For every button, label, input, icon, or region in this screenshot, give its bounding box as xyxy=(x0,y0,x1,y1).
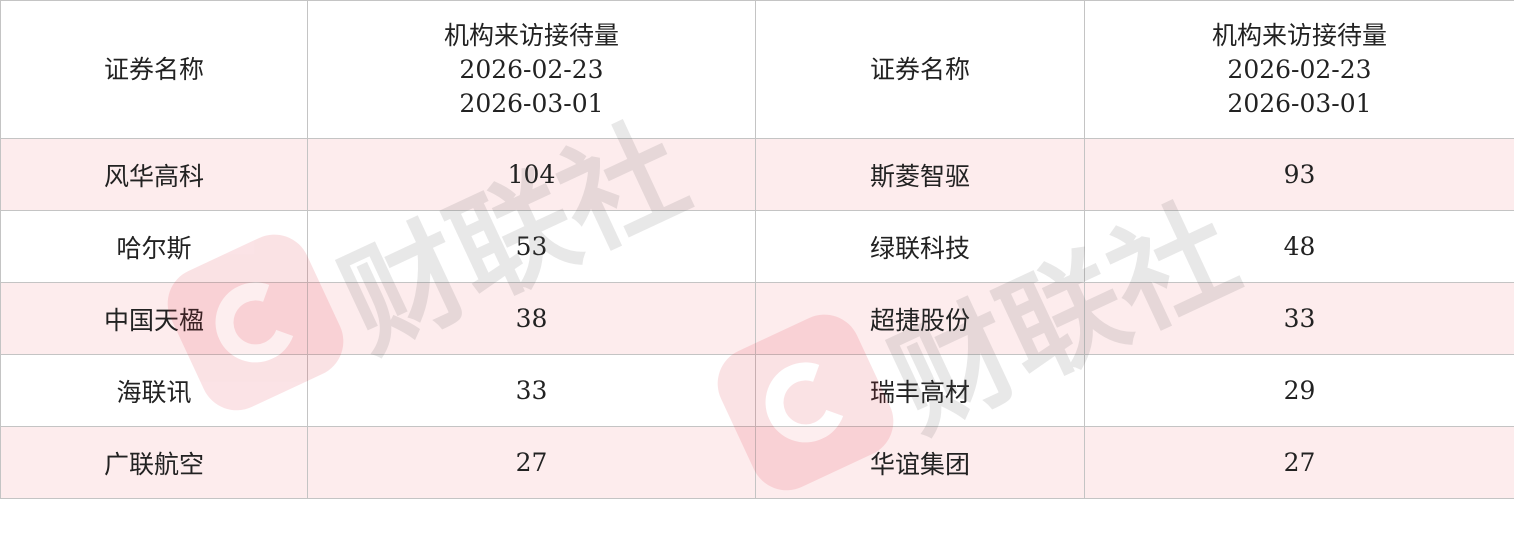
header-date-start: 2026-02-23 xyxy=(1085,53,1514,87)
right-value-cell: 93 xyxy=(1085,139,1514,211)
header-security-name: 证券名称 xyxy=(1,1,308,139)
institution-visits-table: 证券名称 机构来访接待量 2026-02-23 2026-03-01 证券名称 … xyxy=(0,0,1514,499)
header-security-name-2: 证券名称 xyxy=(756,1,1085,139)
header-metric: 机构来访接待量 xyxy=(1085,19,1514,53)
right-name-cell: 超捷股份 xyxy=(756,283,1085,355)
header-metric: 机构来访接待量 xyxy=(308,19,755,53)
left-name-cell: 风华高科 xyxy=(1,139,308,211)
right-name-cell: 斯菱智驱 xyxy=(756,139,1085,211)
header-visits-2: 机构来访接待量 2026-02-23 2026-03-01 xyxy=(1085,1,1514,139)
header-visits: 机构来访接待量 2026-02-23 2026-03-01 xyxy=(308,1,756,139)
header-date-end: 2026-03-01 xyxy=(1085,87,1514,121)
left-name-cell: 中国天楹 xyxy=(1,283,308,355)
right-name-cell: 华谊集团 xyxy=(756,427,1085,499)
left-name-cell: 哈尔斯 xyxy=(1,211,308,283)
right-name-cell: 绿联科技 xyxy=(756,211,1085,283)
right-value-cell: 27 xyxy=(1085,427,1514,499)
left-value-cell: 27 xyxy=(308,427,756,499)
left-name-cell: 广联航空 xyxy=(1,427,308,499)
left-value-cell: 53 xyxy=(308,211,756,283)
right-name-cell: 瑞丰高材 xyxy=(756,355,1085,427)
header-date-end: 2026-03-01 xyxy=(308,87,755,121)
right-value-cell: 29 xyxy=(1085,355,1514,427)
left-name-cell: 海联讯 xyxy=(1,355,308,427)
left-value-cell: 104 xyxy=(308,139,756,211)
right-value-cell: 33 xyxy=(1085,283,1514,355)
right-value-cell: 48 xyxy=(1085,211,1514,283)
header-date-start: 2026-02-23 xyxy=(308,53,755,87)
header-row: 证券名称 机构来访接待量 2026-02-23 2026-03-01 证券名称 … xyxy=(1,1,1514,139)
left-value-cell: 38 xyxy=(308,283,756,355)
left-value-cell: 33 xyxy=(308,355,756,427)
